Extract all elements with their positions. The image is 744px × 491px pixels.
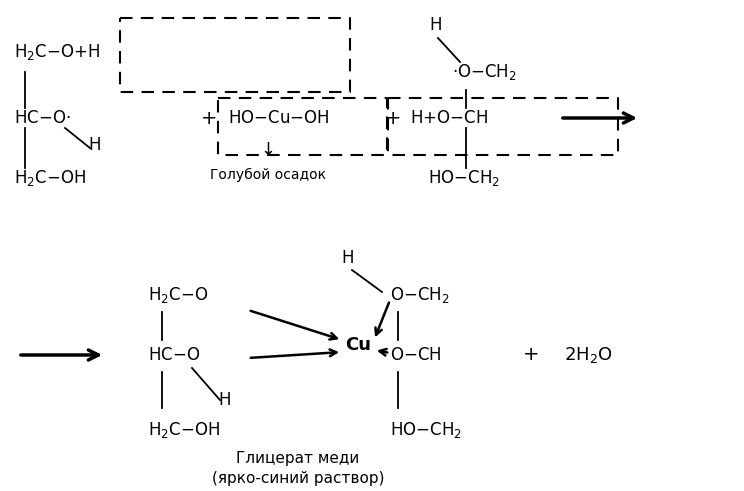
Text: O$-$CH: O$-$CH xyxy=(390,346,441,364)
Text: Глицерат меди: Глицерат меди xyxy=(237,451,359,465)
Text: HO$-$CH$_2$: HO$-$CH$_2$ xyxy=(390,420,462,440)
Text: Голубой осадок: Голубой осадок xyxy=(210,168,326,182)
Text: H$+$O$-$CH: H$+$O$-$CH xyxy=(410,109,488,127)
Text: H: H xyxy=(341,249,354,267)
Text: $+$: $+$ xyxy=(200,109,217,128)
Text: 2H$_2$O: 2H$_2$O xyxy=(564,345,612,365)
Text: H$_2$C$-$O$+$H: H$_2$C$-$O$+$H xyxy=(14,42,100,62)
Text: (ярко-синий раствор): (ярко-синий раствор) xyxy=(212,470,384,486)
Text: ·O$-$CH$_2$: ·O$-$CH$_2$ xyxy=(452,62,517,82)
Text: H: H xyxy=(218,391,231,409)
Text: $+$: $+$ xyxy=(384,109,400,128)
Text: O$-$CH$_2$: O$-$CH$_2$ xyxy=(390,285,449,305)
Text: H$_2$C$-$O: H$_2$C$-$O xyxy=(148,285,208,305)
Text: H$_2$C$-$OH: H$_2$C$-$OH xyxy=(14,168,86,188)
Text: H: H xyxy=(430,16,442,34)
Text: H$_2$C$-$OH: H$_2$C$-$OH xyxy=(148,420,220,440)
Text: $+$: $+$ xyxy=(522,346,538,364)
Text: Cu: Cu xyxy=(345,336,371,354)
Text: H: H xyxy=(88,136,100,154)
Text: HO$-$CH$_2$: HO$-$CH$_2$ xyxy=(428,168,500,188)
Text: HC$-$O: HC$-$O xyxy=(148,346,200,364)
Text: ↓: ↓ xyxy=(260,141,275,159)
Text: HO$-$Cu$-$OH: HO$-$Cu$-$OH xyxy=(228,109,330,127)
Text: HC$-$O·: HC$-$O· xyxy=(14,109,71,127)
